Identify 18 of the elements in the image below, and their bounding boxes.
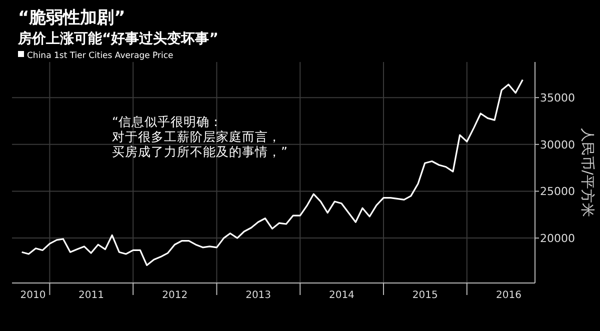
x-tick-label: 2011 (78, 290, 104, 301)
x-tick-label: 2010 (20, 290, 46, 301)
chart-subtitle: 房价上涨可能“好事过头变坏事” (17, 30, 218, 47)
y-tick-label: 35000 (540, 92, 575, 105)
x-tick-label: 2016 (496, 290, 522, 301)
y-axis-title: 人民币/平方米 (579, 128, 595, 217)
y-tick-label: 30000 (540, 138, 575, 152)
chart-title: “脆弱性加剧” (18, 8, 126, 28)
x-tick-label: 2012 (162, 290, 188, 301)
x-tick-label: 2014 (328, 290, 354, 301)
x-tick-label: 2013 (246, 290, 272, 301)
x-tick-label: 2015 (412, 290, 438, 301)
annotation: “信息似乎很明确： (112, 114, 222, 129)
y-tick-label: 25000 (540, 185, 575, 198)
annotation: 买房成了力所不能及的事情，” (112, 144, 288, 159)
y-tick-label: 20000 (540, 232, 575, 246)
annotation: 对于很多工薪阶层家庭而言， (112, 129, 281, 144)
legend-label: China 1st Tier Cities Average Price (27, 51, 174, 61)
